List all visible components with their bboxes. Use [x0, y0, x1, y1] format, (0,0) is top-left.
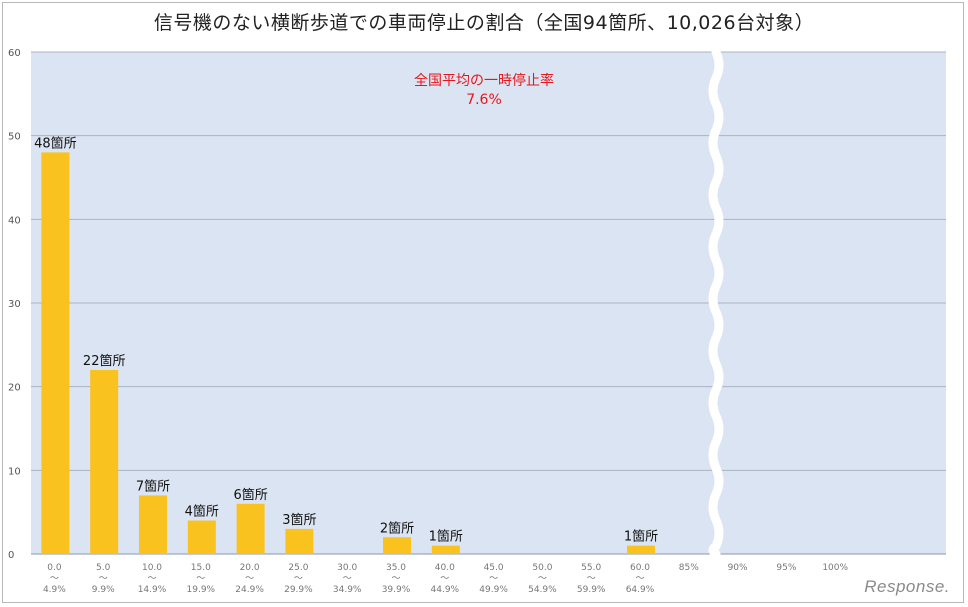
- gridlines: [31, 51, 946, 555]
- bar: [90, 369, 119, 554]
- x-tick-label: 95%: [776, 563, 796, 573]
- x-tick-label: 15.0: [191, 563, 211, 573]
- x-tick-label: 35.0: [386, 563, 406, 573]
- x-tick-label: 60.0: [630, 563, 650, 573]
- x-tick-label: 29.9%: [284, 585, 313, 595]
- y-axis-ticks: 0 10 20 30 40 50 60: [8, 48, 21, 561]
- x-tick-label: 40.0: [435, 563, 455, 573]
- x-tick-label: 9.9%: [92, 585, 115, 595]
- response-watermark: Response.: [864, 577, 950, 596]
- bar: [236, 503, 265, 554]
- bar-data-label: 1箇所: [429, 529, 463, 545]
- x-tick-label: 30.0: [337, 563, 357, 573]
- y-tick-label: 50: [8, 132, 21, 143]
- bar: [41, 152, 70, 554]
- bar: [383, 537, 411, 554]
- x-tick-label: 〜: [147, 574, 156, 584]
- x-tick-label: 55.0: [581, 563, 601, 573]
- x-tick-label: 90%: [728, 563, 748, 573]
- axis-break-mark: [708, 47, 724, 559]
- x-tick-label: 〜: [245, 574, 254, 584]
- x-tick-label: 44.9%: [431, 585, 460, 595]
- bar-data-label: 48箇所: [34, 135, 77, 151]
- x-tick-label: 〜: [50, 574, 59, 584]
- x-tick-label: 〜: [196, 574, 205, 584]
- bar: [285, 528, 314, 554]
- x-tick-label: 〜: [343, 574, 352, 584]
- y-tick-label: 10: [8, 466, 21, 477]
- x-tick-label: 10.0: [142, 563, 162, 573]
- x-tick-label: 〜: [294, 574, 303, 584]
- x-tick-label: 49.9%: [479, 585, 508, 595]
- average-annotation-value: 7.6%: [466, 92, 502, 108]
- x-tick-label: 54.9%: [528, 585, 557, 595]
- x-tick-label: 59.9%: [577, 585, 606, 595]
- x-tick-label: 20.0: [240, 563, 260, 573]
- x-tick-label: 85%: [679, 563, 699, 573]
- bar-data-label: 7箇所: [136, 478, 170, 494]
- x-tick-label: 39.9%: [382, 585, 411, 595]
- bar-data-label: 4箇所: [185, 504, 219, 520]
- x-tick-label: 34.9%: [333, 585, 362, 595]
- x-tick-label: 100%: [822, 563, 848, 573]
- x-tick-label: 〜: [538, 574, 547, 584]
- x-tick-label: 50.0: [532, 563, 552, 573]
- x-axis-ticks: 0.0〜4.9%5.0〜9.9%10.0〜14.9%15.0〜19.9%20.0…: [43, 563, 849, 595]
- bar-data-label: 1箇所: [624, 529, 658, 545]
- x-tick-label: 〜: [635, 574, 644, 584]
- y-tick-label: 30: [8, 299, 21, 310]
- x-tick-label: 〜: [587, 574, 596, 584]
- y-tick-label: 20: [8, 383, 21, 394]
- bar: [187, 520, 216, 554]
- bar: [627, 545, 655, 554]
- bars: [41, 152, 655, 554]
- x-tick-label: 〜: [489, 574, 498, 584]
- x-tick-label: 〜: [440, 574, 449, 584]
- x-tick-label: 24.9%: [235, 585, 264, 595]
- x-tick-label: 〜: [99, 574, 108, 584]
- bar-data-label: 2箇所: [380, 520, 414, 536]
- bar-data-label: 3箇所: [282, 512, 316, 528]
- average-annotation-label: 全国平均の一時停止率: [414, 72, 554, 89]
- x-tick-label: 5.0: [96, 563, 111, 573]
- bar: [139, 495, 167, 554]
- axis-break-wave: [708, 47, 724, 559]
- x-tick-label: 19.9%: [187, 585, 216, 595]
- x-tick-label: 4.9%: [43, 585, 66, 595]
- bar-data-labels: 48箇所 22箇所 7箇所 4箇所 6箇所 3箇所 2箇所 1箇所 1箇所: [34, 135, 658, 544]
- x-tick-label: 45.0: [484, 563, 504, 573]
- x-tick-label: 〜: [391, 574, 400, 584]
- x-tick-label: 14.9%: [138, 585, 167, 595]
- chart-title: 信号機のない横断歩道での車両停止の割合（全国94箇所、10,026台対象）: [153, 12, 815, 34]
- bar-data-label: 22箇所: [83, 353, 126, 369]
- x-tick-label: 0.0: [47, 563, 62, 573]
- y-tick-label: 60: [8, 48, 21, 59]
- y-tick-label: 40: [8, 215, 21, 226]
- x-tick-label: 25.0: [288, 563, 308, 573]
- y-tick-label: 0: [8, 550, 14, 561]
- x-tick-label: 64.9%: [626, 585, 655, 595]
- bar: [431, 545, 460, 554]
- bar-data-label: 6箇所: [233, 487, 267, 503]
